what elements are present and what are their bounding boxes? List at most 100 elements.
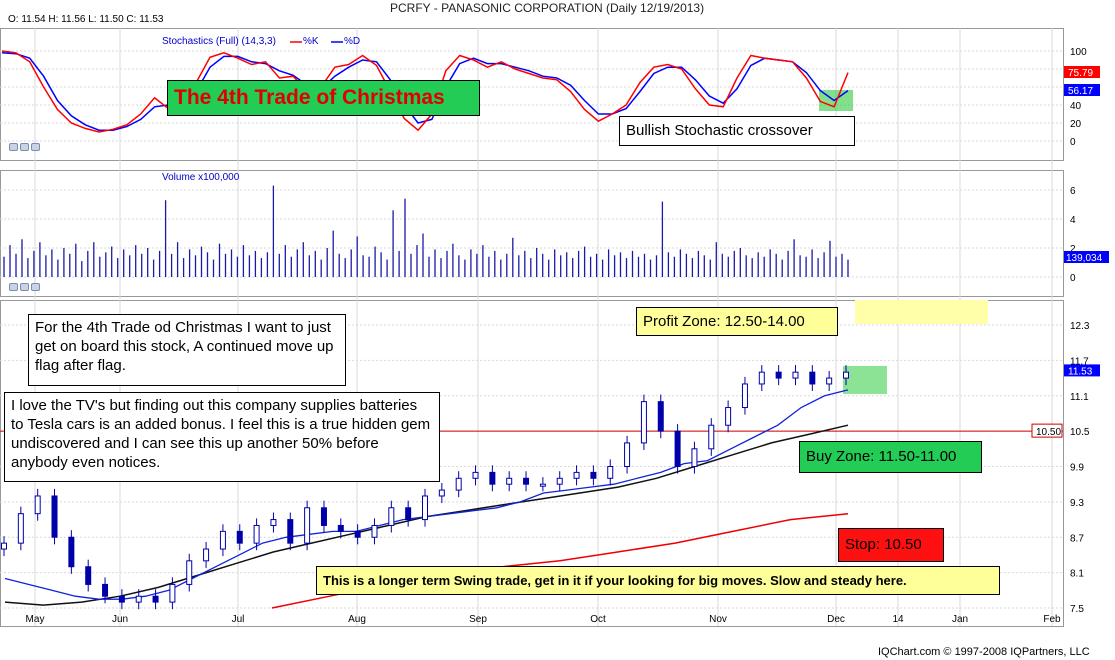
- candle-body: [708, 424, 715, 450]
- candle-body: [102, 583, 109, 597]
- candle-body: [287, 519, 294, 544]
- candle-body: [691, 448, 698, 467]
- panel-up-icon[interactable]: [9, 143, 18, 151]
- price-y-tick: 8.1: [1070, 569, 1084, 580]
- x-tick-label: Nov: [709, 614, 727, 625]
- stoch-y-tick: 40: [1070, 101, 1082, 112]
- candle-body: [640, 401, 647, 444]
- candle-body: [1, 542, 7, 550]
- candle-body: [253, 524, 260, 544]
- candle-body: [809, 371, 816, 385]
- candle-body: [607, 466, 614, 479]
- x-tick-label: Oct: [590, 614, 606, 625]
- panel-down-icon[interactable]: [20, 283, 29, 291]
- stoch-panel-controls[interactable]: [9, 143, 40, 151]
- stop-label: Stop: 10.50: [838, 528, 944, 562]
- candle-body: [758, 371, 765, 385]
- candle-body: [337, 524, 344, 532]
- x-tick-label: Jan: [952, 614, 968, 625]
- candle-body: [523, 477, 530, 485]
- price-y-tick: 7.5: [1070, 604, 1084, 615]
- note-tesla: I love the TV's but finding out this com…: [4, 392, 440, 482]
- candle-body: [405, 507, 412, 521]
- stoch-y-tick: 100: [1070, 47, 1087, 58]
- price-y-tick: 11.7: [1070, 356, 1089, 367]
- volume-panel-controls[interactable]: [9, 283, 40, 291]
- stochastic-note: Bullish Stochastic crossover: [619, 116, 855, 146]
- candle-body: [135, 595, 142, 603]
- panel-close-icon[interactable]: [31, 143, 40, 151]
- x-tick-label: Aug: [348, 614, 366, 625]
- candle-body: [422, 495, 428, 521]
- profit-zone-label: Profit Zone: 12.50-14.00: [636, 307, 838, 336]
- candle-body: [741, 383, 748, 409]
- candle-body: [219, 530, 226, 550]
- candle-body: [354, 530, 361, 538]
- candle-body: [320, 507, 327, 526]
- stoch-legend-k: %K: [303, 36, 319, 47]
- volume-value-label: 139,034: [1066, 253, 1103, 264]
- candle-body: [826, 377, 833, 385]
- last-price-tag: [1064, 364, 1100, 377]
- candle-body: [438, 489, 445, 497]
- price-y-tick: 9.3: [1070, 498, 1084, 509]
- candle-body: [236, 530, 243, 544]
- panel-close-icon[interactable]: [31, 283, 40, 291]
- candle-body: [68, 536, 75, 568]
- buy-zone-label: Buy Zone: 11.50-11.00: [799, 441, 982, 473]
- footer-copyright: IQChart.com © 1997-2008 IQPartners, LLC: [878, 646, 1090, 658]
- candle-body: [539, 483, 546, 487]
- volume-y-tick: 6: [1070, 186, 1076, 197]
- candle-body: [203, 548, 210, 562]
- x-tick-label: Dec: [827, 614, 845, 625]
- buy-zone-box: [843, 366, 887, 394]
- panel-down-icon[interactable]: [20, 143, 29, 151]
- price-y-tick: 12.3: [1070, 321, 1090, 332]
- candle-body: [51, 495, 58, 538]
- price-y-tick: 11.1: [1070, 392, 1089, 403]
- profit-zone-box: [855, 300, 988, 324]
- candle-body: [371, 524, 378, 538]
- candle-body: [169, 583, 176, 603]
- candle-body: [792, 371, 799, 379]
- candle-body: [152, 595, 159, 603]
- ohlc-readout: O: 11.54 H: 11.56 L: 11.50 C: 11.53: [8, 14, 164, 25]
- price-y-tick: 10.5: [1070, 427, 1090, 438]
- stoch-title: Stochastics (Full) (14,3,3): [162, 36, 276, 47]
- candle-body: [843, 371, 849, 379]
- stoch-k-line: [1, 50, 849, 133]
- trade-title-banner: The 4th Trade of Christmas: [167, 80, 480, 116]
- x-tick-label: Sep: [469, 614, 487, 625]
- candle-body: [489, 471, 496, 485]
- panel-frame: [0, 300, 1064, 627]
- stoch-legend-d: %D: [344, 36, 361, 47]
- x-tick-label: Jul: [232, 614, 245, 625]
- note-trade: For the 4th Trade od Christmas I want to…: [28, 314, 346, 386]
- candle-body: [573, 471, 580, 479]
- candle-body: [270, 519, 277, 526]
- stoch-y-tick: 20: [1070, 119, 1082, 130]
- panel-frame: [0, 170, 1064, 297]
- x-tick-label: Jun: [112, 614, 128, 625]
- stop-tag-label: 10.50: [1036, 427, 1061, 438]
- x-tick-label: Feb: [1043, 614, 1061, 625]
- candle-body: [506, 477, 513, 485]
- candle-body: [472, 471, 479, 479]
- last-price-label: 11.53: [1068, 366, 1093, 377]
- price-y-tick: 9.9: [1070, 463, 1084, 474]
- d-value-label: 56.17: [1068, 86, 1093, 97]
- volume-title: Volume x100,000: [162, 172, 240, 183]
- volume-y-tick: 2: [1070, 244, 1076, 255]
- panel-up-icon[interactable]: [9, 283, 18, 291]
- candle-body: [556, 477, 563, 485]
- panel-frame: [0, 28, 1064, 161]
- candle-body: [388, 507, 395, 526]
- k-value-tag: [1064, 66, 1100, 78]
- candle-body: [118, 595, 125, 603]
- candle-body: [186, 560, 193, 585]
- candle-body: [657, 401, 664, 432]
- swing-note: This is a longer term Swing trade, get i…: [316, 566, 1000, 595]
- price-y-tick: 8.7: [1070, 533, 1084, 544]
- candle-body: [34, 495, 41, 515]
- k-value-label: 75.79: [1068, 68, 1093, 79]
